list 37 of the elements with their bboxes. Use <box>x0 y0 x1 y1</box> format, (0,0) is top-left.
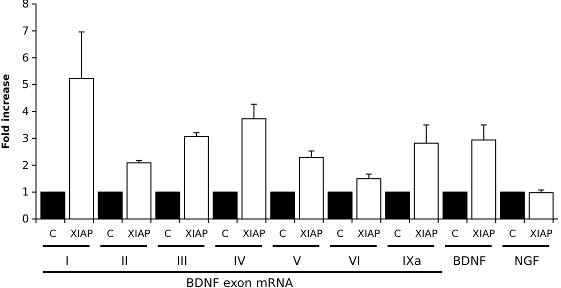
x-tick-label: XIAP <box>472 229 496 240</box>
text: II <box>121 254 128 268</box>
x-tick-label: XIAP <box>242 229 266 240</box>
text: IV <box>234 254 246 268</box>
text: NGF <box>514 254 540 268</box>
x-tick-label: XIAP <box>300 229 323 240</box>
x-tick-label: XIAP <box>70 229 93 240</box>
text: BDNF <box>452 254 486 268</box>
y-tick-label: 3 <box>22 132 29 145</box>
x-tick-label: XIAP <box>357 229 380 240</box>
x-tick-label: C <box>508 229 516 240</box>
y-tick-label: 1 <box>22 186 29 199</box>
y-tick-label: 0 <box>22 212 29 226</box>
y-tick-label: 7 <box>22 24 29 38</box>
x-tick-label: XIAP <box>414 229 438 240</box>
x-tick-label: C <box>452 229 459 240</box>
text: VI <box>348 254 360 268</box>
x-tick-label: XIAP <box>530 229 553 240</box>
x-tick-label: C <box>106 229 114 240</box>
y-axis-title: Fold increase <box>1 74 12 150</box>
y-tick-label: 6 <box>22 51 29 64</box>
x-tick-label: C <box>222 229 229 240</box>
x-tick-label: C <box>164 229 172 240</box>
text: I <box>65 254 69 268</box>
y-tick-label: 4 <box>22 105 29 118</box>
x-tick-label: XIAP <box>128 229 150 240</box>
x-tick-label: XIAP <box>185 229 208 240</box>
y-tick-label: 2 <box>22 158 29 172</box>
text: V <box>292 254 302 268</box>
x-axis-title: BDNF exon mRNA <box>186 276 294 288</box>
x-tick-label: C <box>279 229 286 240</box>
x-tick-label: C <box>336 229 344 240</box>
x-tick-label: C <box>394 229 402 240</box>
x-tick-label: C <box>49 229 56 240</box>
y-tick-label: 5 <box>22 78 29 92</box>
text: IXa <box>402 254 422 268</box>
text: III <box>176 254 188 268</box>
